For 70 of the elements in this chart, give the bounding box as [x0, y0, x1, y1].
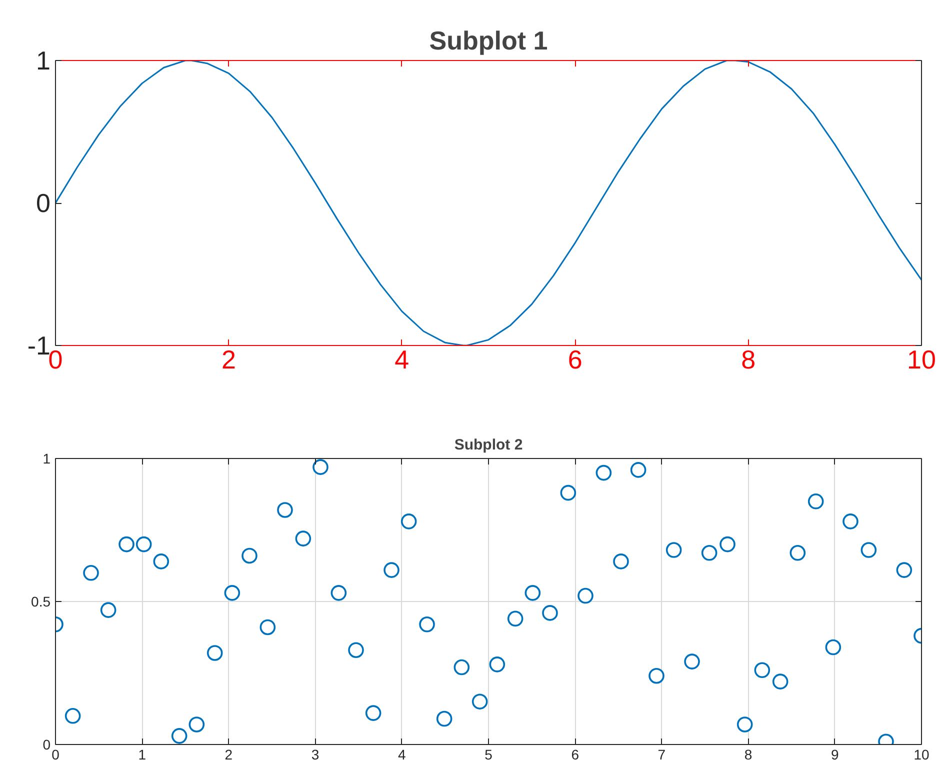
- point: [896, 562, 912, 578]
- point: [489, 656, 506, 672]
- point: [224, 585, 240, 601]
- x-tick-label: 9: [831, 746, 840, 762]
- point: [648, 668, 664, 684]
- point: [206, 645, 223, 661]
- x-tick-label: 5: [484, 746, 493, 762]
- x-tick-label: 6: [571, 746, 580, 762]
- point: [242, 548, 258, 564]
- point: [860, 542, 877, 558]
- point: [136, 536, 152, 552]
- point: [348, 642, 364, 658]
- x-tick-label: 4: [394, 344, 410, 374]
- point: [365, 705, 382, 721]
- x-tick-label: 7: [658, 746, 666, 762]
- x-tick-label: 2: [221, 344, 236, 374]
- point: [524, 585, 541, 601]
- x-tick-label: 10: [914, 746, 930, 762]
- x-tick-label: 2: [224, 746, 233, 762]
- point: [472, 694, 488, 710]
- point: [842, 514, 858, 530]
- point: [720, 536, 736, 552]
- y-tick-label: 1: [42, 450, 51, 466]
- x-tick-label: 8: [741, 344, 756, 374]
- point: [400, 514, 417, 530]
- point: [560, 484, 576, 501]
- point: [454, 659, 470, 676]
- point: [754, 662, 770, 678]
- point: [100, 602, 116, 618]
- chart-title: Subplot 2: [454, 436, 523, 454]
- x-tick-label: 6: [568, 344, 582, 374]
- point: [436, 710, 452, 727]
- point: [188, 716, 205, 732]
- point: [578, 588, 594, 604]
- x-tick-label: 10: [907, 344, 936, 374]
- point: [64, 708, 81, 724]
- point: [312, 459, 328, 475]
- point: [790, 544, 806, 561]
- point: [153, 554, 170, 570]
- y-tick-label: 0: [42, 736, 51, 752]
- x-tick-label: 3: [311, 746, 320, 762]
- point: [118, 536, 134, 552]
- chart-title: Subplot 1: [429, 26, 548, 56]
- point: [596, 464, 612, 481]
- line-series: [56, 60, 922, 346]
- point: [808, 494, 824, 510]
- point: [542, 605, 558, 621]
- point: [83, 565, 99, 581]
- y-tick-label: 0.5: [31, 594, 51, 610]
- point: [260, 619, 276, 636]
- point: [384, 562, 400, 578]
- x-tick-label: 4: [398, 746, 406, 762]
- point: [507, 610, 524, 627]
- point: [630, 462, 646, 478]
- point: [825, 639, 842, 656]
- point: [736, 716, 753, 732]
- x-tick-label: 1: [138, 746, 146, 762]
- point: [330, 585, 347, 601]
- point: [295, 530, 312, 546]
- x-tick-label: 8: [744, 746, 752, 762]
- point: [419, 616, 435, 632]
- y-tick-label: 1: [36, 46, 51, 76]
- point: [171, 728, 188, 744]
- point: [613, 554, 629, 570]
- point: [772, 674, 788, 690]
- point: [684, 654, 700, 670]
- point: [701, 544, 718, 561]
- point: [277, 502, 293, 518]
- y-tick-label: 0: [36, 188, 51, 218]
- point: [666, 542, 682, 558]
